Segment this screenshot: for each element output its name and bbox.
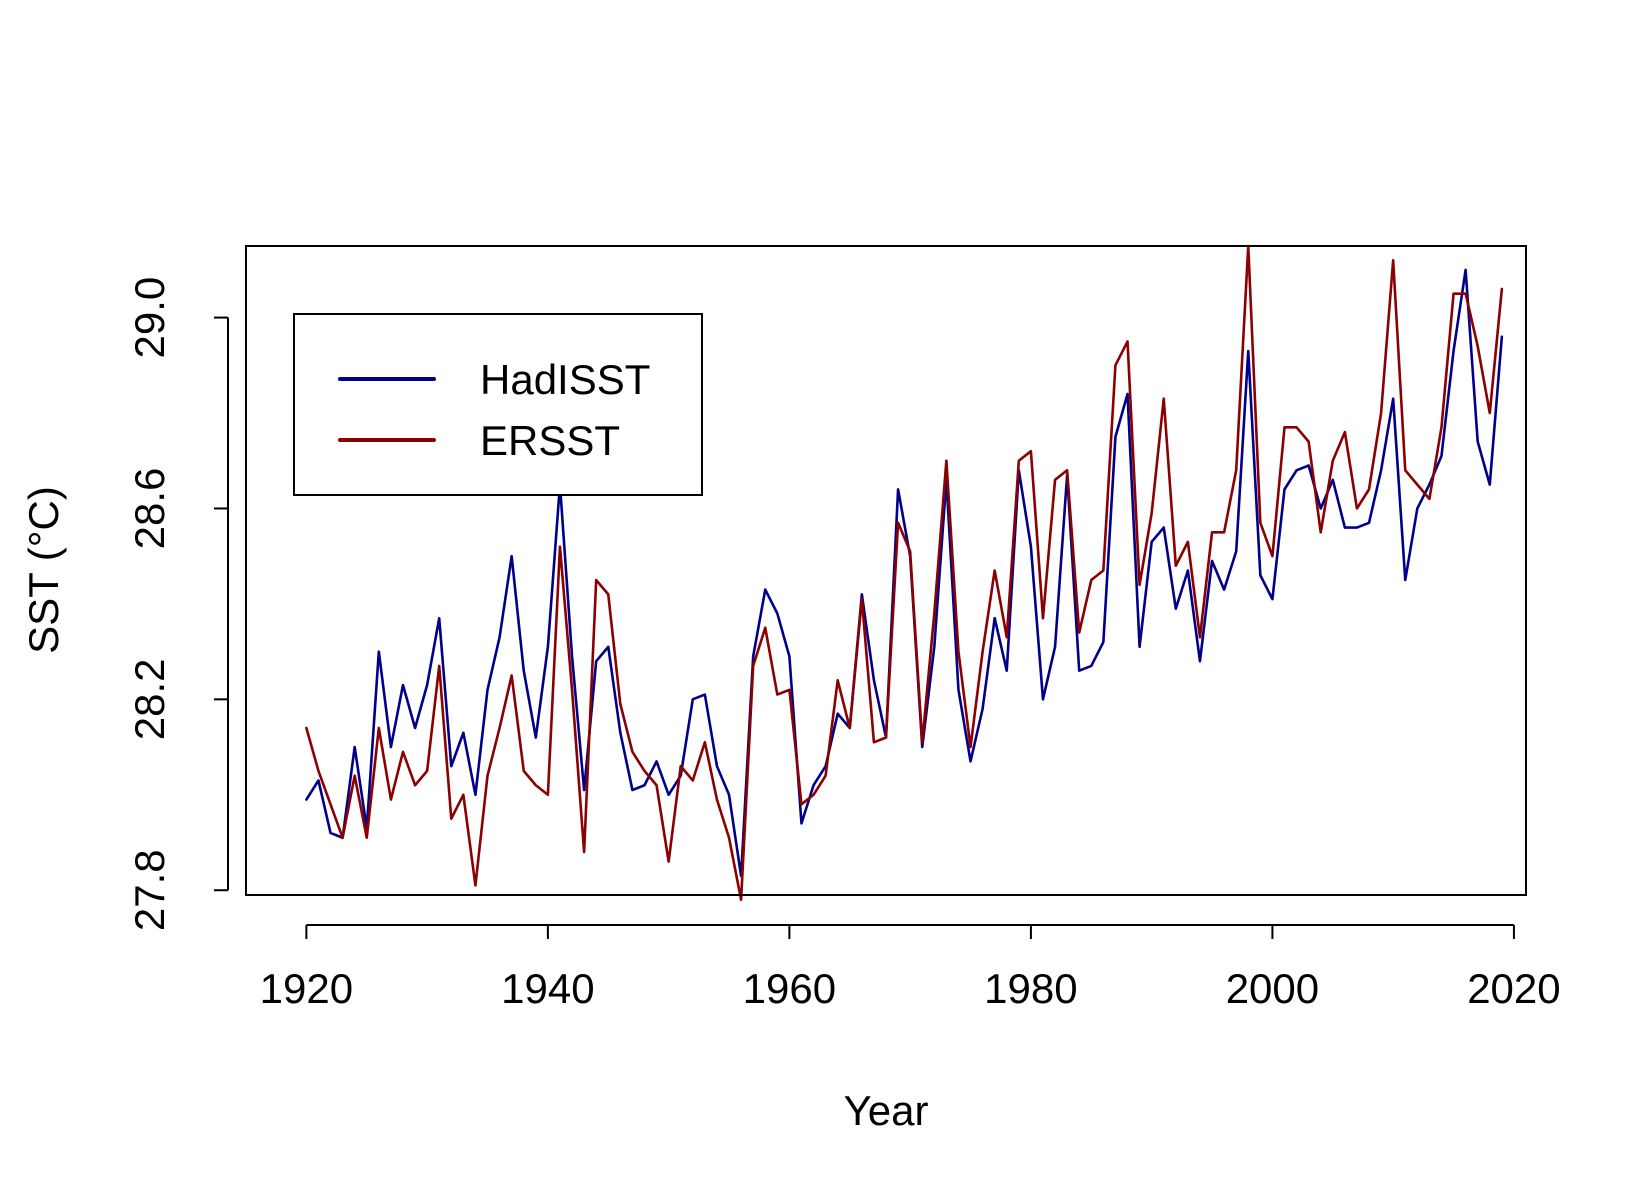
series-layer xyxy=(305,244,1504,902)
legend: HadISST ERSST xyxy=(293,313,703,496)
x-tick-label: 1920 xyxy=(260,965,353,1012)
legend-items: HadISST ERSST xyxy=(338,356,650,464)
x-tick-label: 1940 xyxy=(501,965,594,1012)
y-tick-label: 29.0 xyxy=(126,277,173,359)
y-tick-label: 28.6 xyxy=(126,468,173,550)
legend-label-ersst: ERSST xyxy=(480,417,620,464)
legend-box xyxy=(293,313,703,496)
x-tick-label: 1960 xyxy=(743,965,836,1012)
y-tick-label: 27.8 xyxy=(126,849,173,931)
series-line-ersst xyxy=(305,244,1504,902)
y-tick-label: 28.2 xyxy=(126,658,173,740)
x-tick-label: 2000 xyxy=(1226,965,1319,1012)
y-ticks: 27.8 28.2 28.6 29.0 xyxy=(126,277,228,931)
y-axis-label: SST (°C) xyxy=(20,486,67,654)
axes-layer: 1920 1940 1960 1980 2000 2020 27.8 28.2 28.6 29.… xyxy=(126,277,1561,1012)
plot-border xyxy=(245,245,1527,896)
x-tick-label: 1980 xyxy=(984,965,1077,1012)
x-tick-label: 2020 xyxy=(1467,965,1560,1012)
series-line-hadisst xyxy=(305,268,1504,878)
x-ticks: 1920 1940 1960 1980 2000 2020 xyxy=(260,925,1561,1012)
legend-label-hadisst: HadISST xyxy=(480,356,650,403)
x-axis-label: Year xyxy=(844,1087,929,1134)
